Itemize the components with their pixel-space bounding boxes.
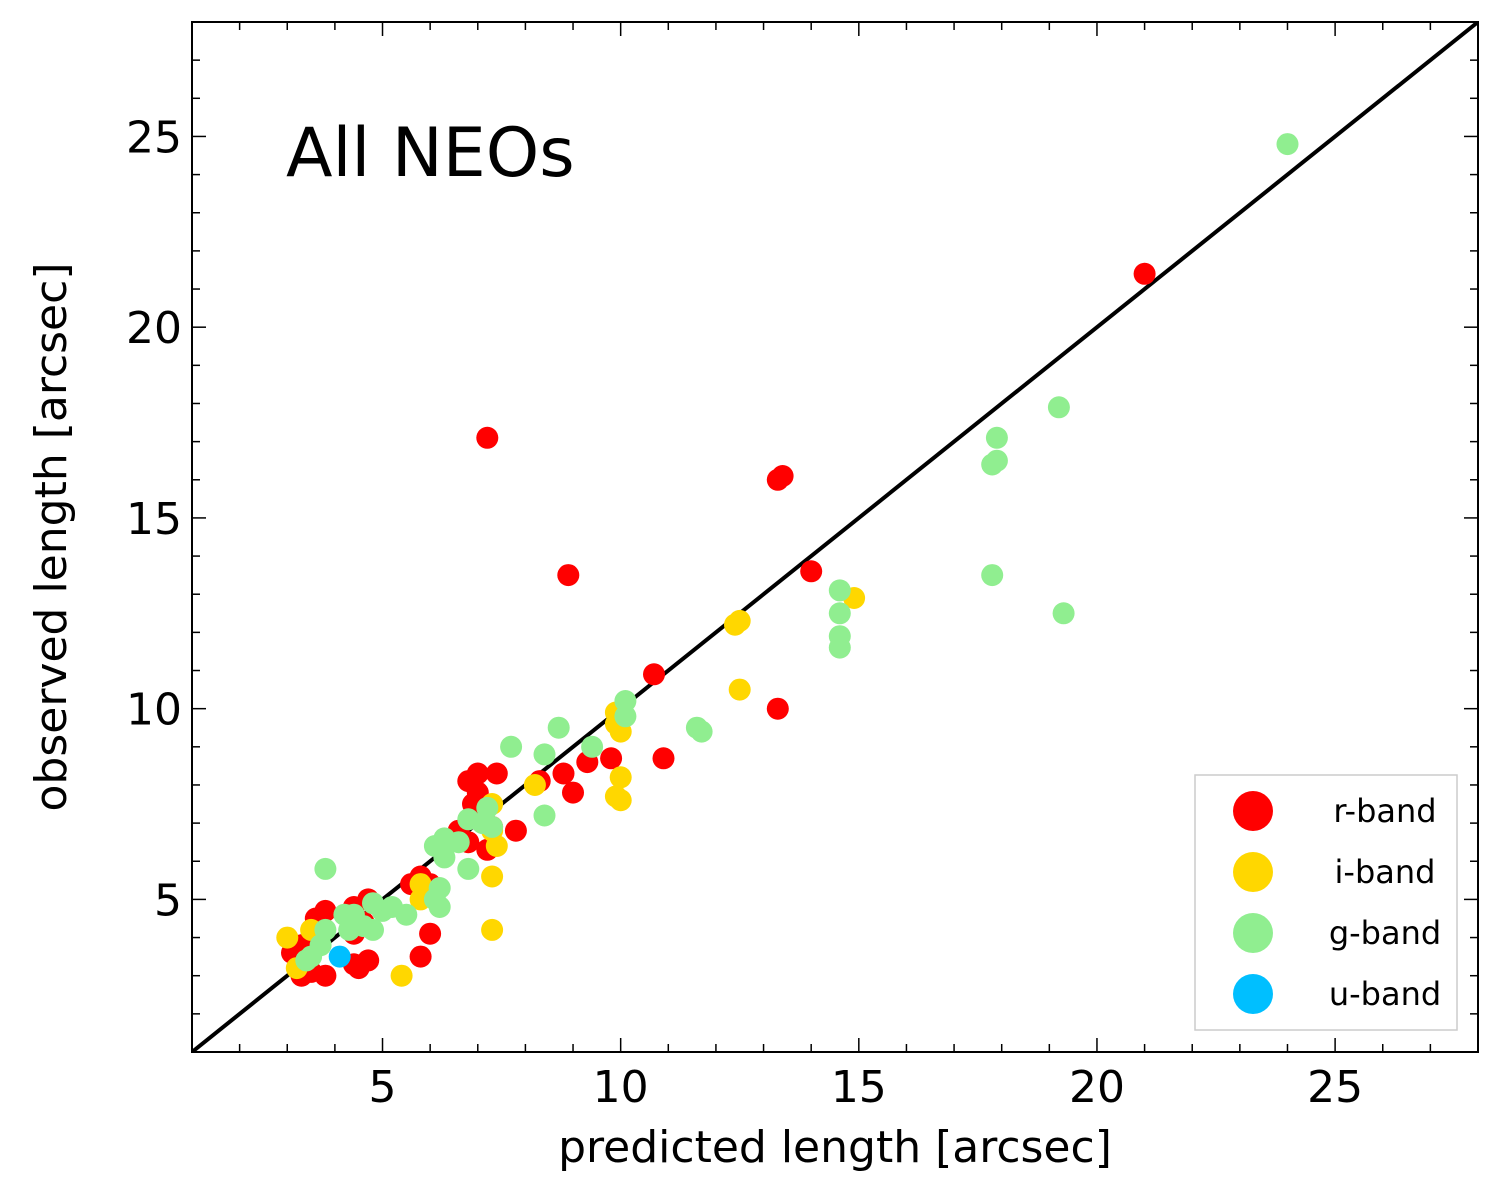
data-point (1047, 396, 1070, 419)
data-point (485, 762, 508, 785)
data-point (614, 690, 637, 712)
data-point (409, 945, 432, 968)
data-point (562, 781, 584, 804)
legend-item-i-band: i-band (1233, 852, 1435, 892)
data-point (500, 735, 523, 758)
series-u-band (328, 945, 351, 968)
data-point (766, 697, 789, 720)
y-tick-label: 5 (154, 875, 182, 926)
x-tick-label: 10 (593, 1062, 649, 1113)
data-point (447, 831, 470, 854)
data-point (828, 636, 851, 659)
data-point (614, 705, 637, 728)
data-points-layer (276, 133, 1299, 987)
data-point (557, 564, 580, 587)
data-point (347, 957, 370, 980)
data-point (295, 949, 318, 972)
data-point (728, 678, 751, 701)
legend-item-u-band: u-band (1233, 974, 1441, 1014)
legend-label: r-band (1333, 792, 1436, 830)
plot-frame (191, 21, 1479, 1053)
x-axis-label: predicted length [arcsec] (558, 1122, 1112, 1173)
data-point (276, 926, 299, 949)
x-tick-label: 20 (1069, 1062, 1125, 1113)
data-point (981, 564, 1004, 587)
data-point (828, 579, 851, 602)
data-point (600, 747, 623, 770)
data-point (481, 918, 504, 941)
data-point (547, 716, 570, 739)
data-point (428, 896, 451, 918)
y-tick-label: 20 (126, 303, 182, 354)
data-point (362, 892, 384, 915)
axis-ticks (191, 21, 1479, 1053)
x-tick-label: 15 (831, 1062, 887, 1113)
data-point (481, 815, 504, 838)
data-point (433, 846, 456, 869)
data-point (457, 808, 480, 831)
data-point (457, 857, 480, 880)
data-point (523, 774, 546, 796)
data-point (1276, 133, 1299, 156)
legend-label: i-band (1335, 853, 1436, 891)
y-tick-label: 15 (126, 494, 182, 545)
data-point (409, 873, 432, 896)
data-point (828, 602, 851, 625)
data-point (609, 789, 632, 812)
data-point (362, 918, 384, 941)
data-point (985, 426, 1008, 449)
y-tick-label: 25 (126, 112, 182, 163)
legend-marker (1233, 852, 1273, 892)
plot-annotation: All NEOs (286, 114, 575, 193)
data-point (1133, 262, 1156, 285)
axis-tick-labels: 5 10 15 20 25 5 10 15 20 25 (126, 112, 1363, 1113)
data-point (581, 735, 604, 758)
data-point (314, 964, 337, 987)
legend-marker (1233, 791, 1273, 831)
legend: r-band i-band g-band u-band (1194, 774, 1458, 1031)
y-axis-label: observed length [arcsec] (26, 263, 77, 812)
data-point (314, 857, 337, 880)
data-point (533, 743, 556, 766)
data-point (533, 804, 556, 827)
legend-label: g-band (1329, 914, 1441, 952)
data-point (643, 663, 665, 686)
y-tick-label: 10 (126, 685, 182, 736)
series-g-band (295, 133, 1299, 972)
legend-marker (1233, 913, 1273, 953)
data-point (338, 918, 361, 941)
data-point (652, 747, 675, 770)
data-point (690, 720, 713, 743)
data-point (552, 762, 575, 785)
data-point (485, 835, 508, 857)
legend-label: u-band (1329, 975, 1441, 1013)
data-point (981, 453, 1004, 476)
data-point (800, 560, 823, 583)
legend-item-g-band: g-band (1233, 913, 1441, 953)
data-point (481, 865, 504, 888)
data-point (609, 766, 632, 789)
x-tick-label: 25 (1307, 1062, 1363, 1113)
legend-item-r-band: r-band (1233, 791, 1437, 831)
data-point (771, 465, 794, 487)
data-point (390, 964, 413, 987)
data-point (728, 609, 751, 632)
data-point (419, 922, 442, 945)
data-point (328, 945, 351, 968)
x-tick-label: 5 (369, 1062, 397, 1113)
data-point (476, 426, 499, 449)
data-point (504, 819, 527, 842)
legend-marker (1233, 974, 1273, 1014)
data-point (1052, 602, 1075, 625)
